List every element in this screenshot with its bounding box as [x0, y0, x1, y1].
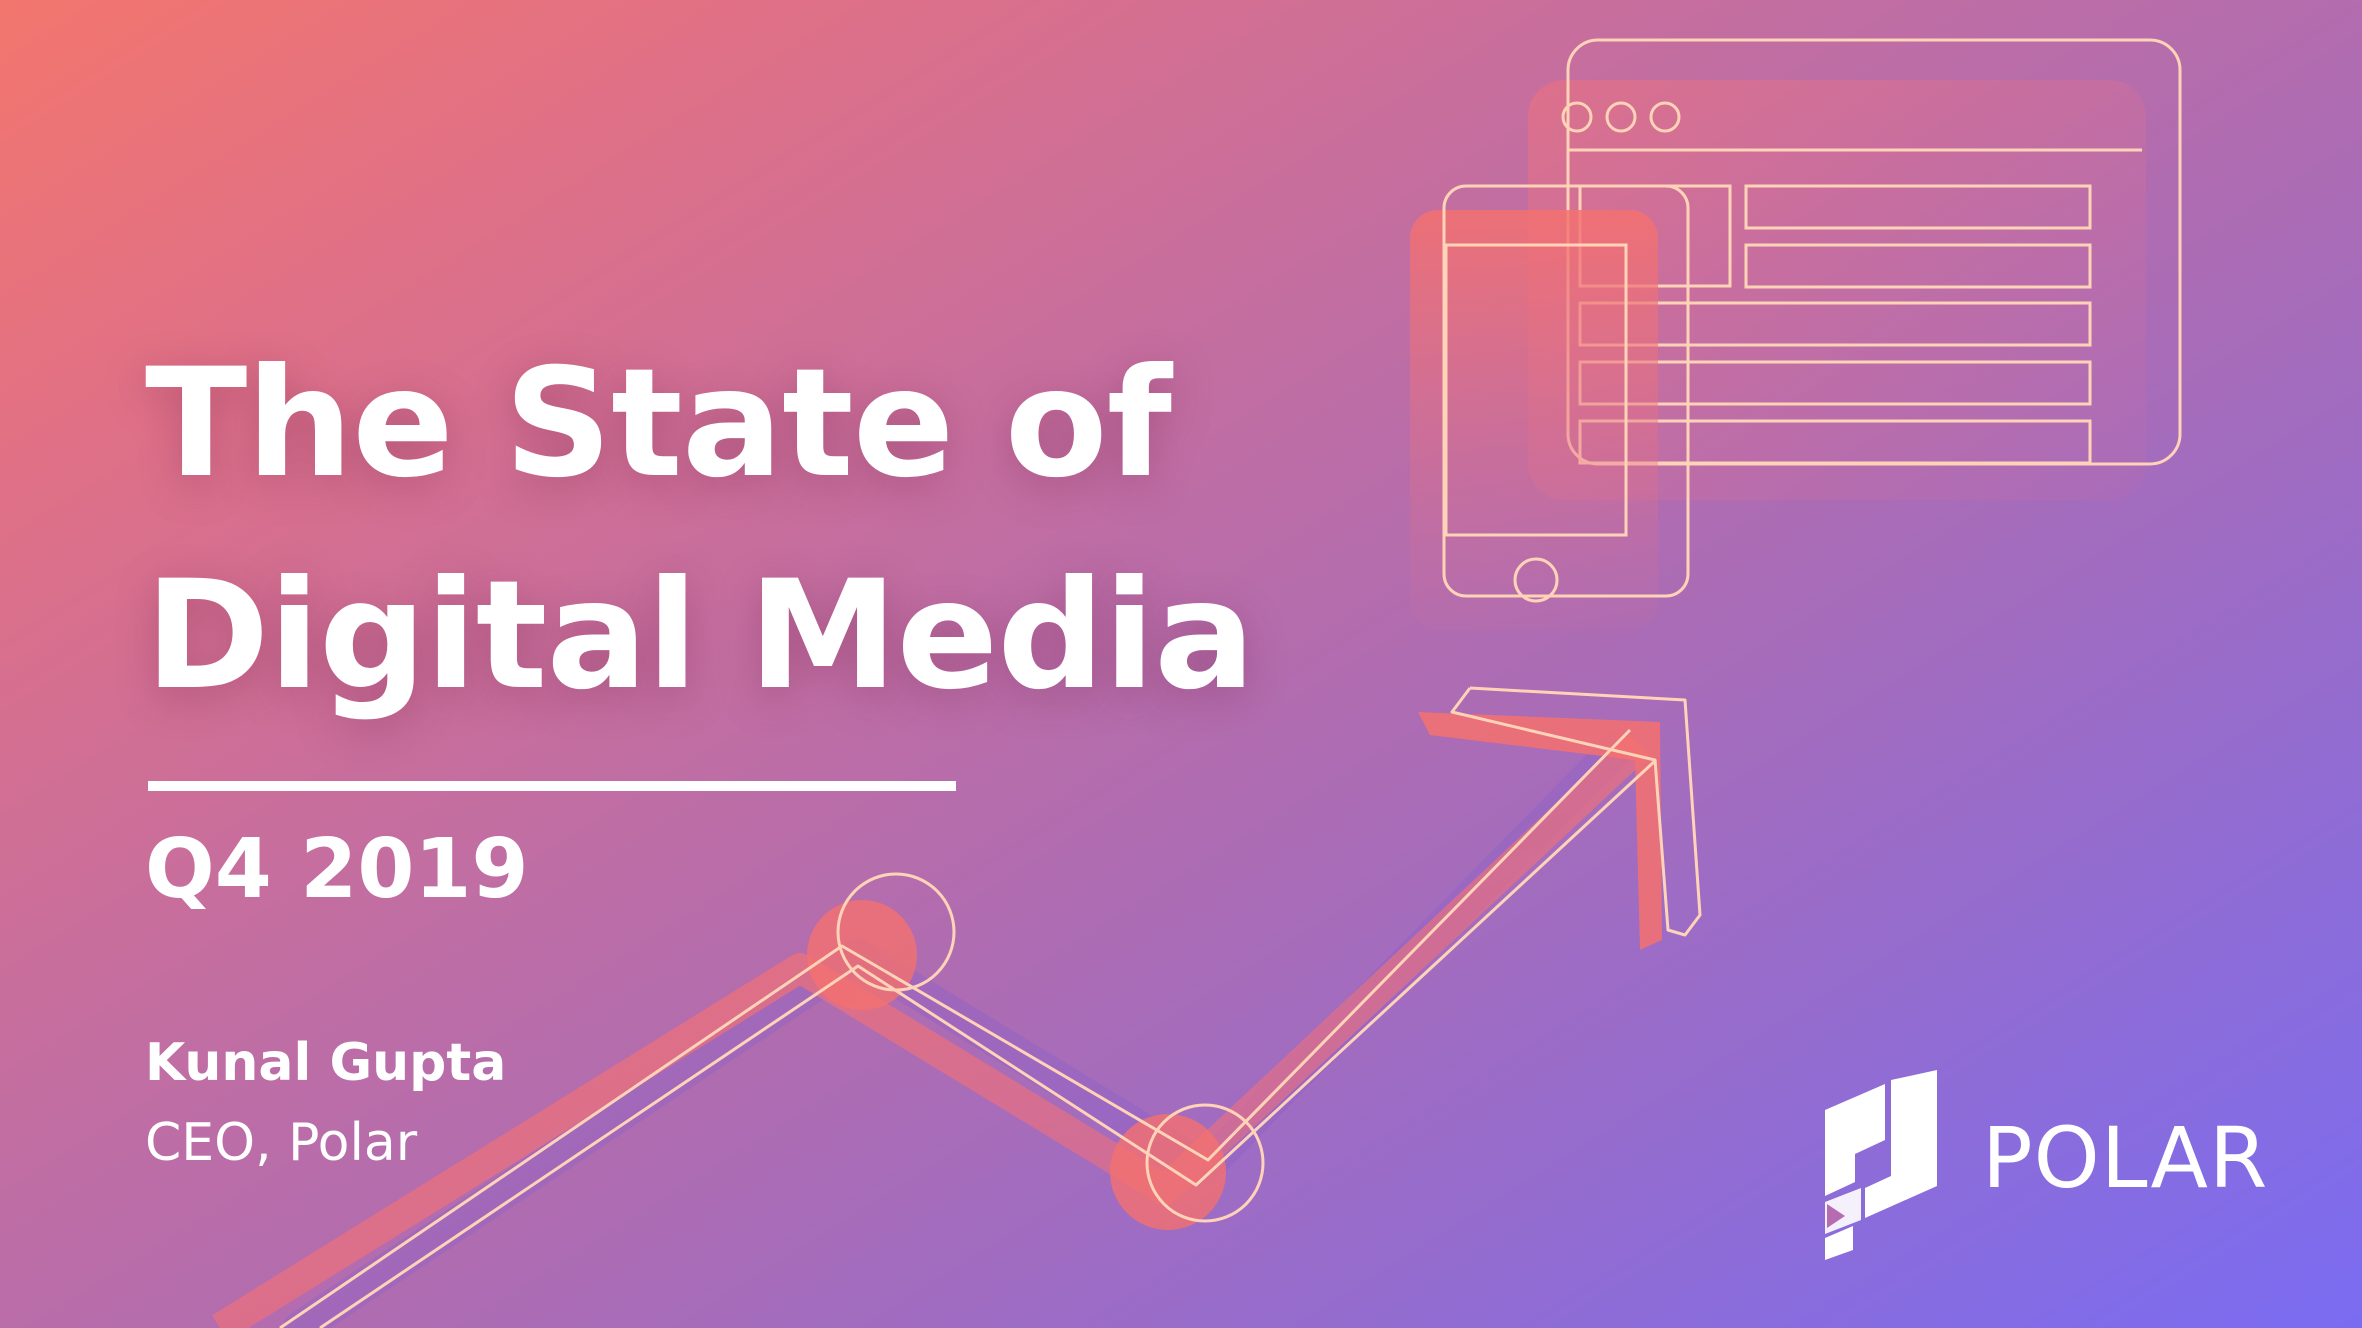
polar-logo: POLAR — [1825, 1070, 2295, 1260]
smartphone-icon — [1410, 184, 1690, 630]
author-name: Kunal Gupta — [145, 1033, 507, 1093]
title-divider — [148, 781, 956, 791]
report-period: Q4 2019 — [145, 822, 529, 917]
title-line-1: The State of — [145, 337, 1172, 511]
author-role: CEO, Polar — [145, 1113, 418, 1173]
slide-title: The State of Digital Media — [145, 318, 1445, 742]
polar-logo-icon — [1825, 1070, 1937, 1260]
title-line-2: Digital Media — [145, 549, 1255, 723]
polar-wordmark: POLAR — [1982, 1109, 2269, 1207]
trend-arrow-icon — [212, 686, 1702, 1328]
